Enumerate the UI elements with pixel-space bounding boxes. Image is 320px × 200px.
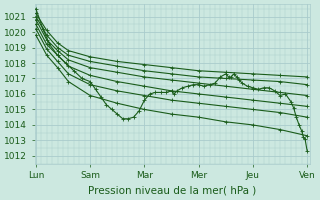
X-axis label: Pression niveau de la mer( hPa ): Pression niveau de la mer( hPa )	[88, 186, 256, 196]
